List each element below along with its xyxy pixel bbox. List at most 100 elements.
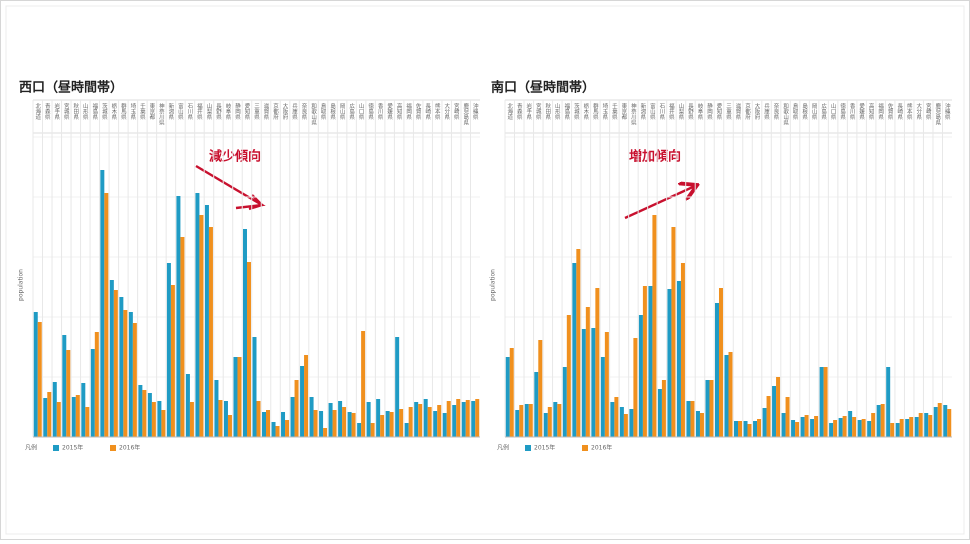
bar: [142, 390, 147, 437]
bar: [581, 329, 586, 437]
x-tick-label: 福島県: [563, 102, 570, 121]
bar: [728, 352, 733, 437]
x-tick-label: 新潟県: [167, 102, 174, 121]
bar: [734, 421, 739, 437]
x-tick-label: 奈良県: [773, 102, 780, 121]
bar: [437, 405, 442, 437]
bar: [399, 409, 404, 437]
bar: [71, 397, 76, 437]
bar: [738, 421, 743, 437]
bar: [328, 403, 333, 437]
chart-title: 南口（昼時間帯）: [491, 80, 595, 96]
bar: [227, 415, 232, 437]
bar: [252, 337, 257, 437]
x-tick-label: 熊本県: [906, 102, 913, 121]
bar: [553, 402, 558, 437]
bar: [471, 401, 476, 437]
x-tick-label: 長崎県: [896, 103, 903, 121]
bar: [781, 413, 786, 437]
x-tick-label: 岐阜県: [224, 102, 231, 121]
x-tick-label: 徳島県: [367, 102, 374, 121]
bar: [772, 386, 777, 437]
bar: [90, 349, 95, 437]
bar: [600, 357, 605, 437]
bar: [671, 227, 676, 437]
bar: [256, 401, 261, 437]
x-tick-label: 京都府: [272, 102, 279, 121]
bar: [880, 404, 885, 437]
x-tick-label: 高知県: [868, 102, 875, 121]
x-tick-label: 岐阜県: [696, 102, 703, 121]
bar: [43, 398, 48, 437]
x-tick-label: 鹿児島県: [934, 102, 941, 127]
bar: [281, 412, 286, 437]
x-tick-label: 新潟県: [639, 102, 646, 121]
x-tick-label: 埼玉県: [601, 102, 608, 121]
bar: [214, 380, 219, 437]
x-tick-label: 山口県: [358, 102, 365, 121]
bar: [94, 332, 99, 437]
bar: [461, 402, 466, 437]
bar: [838, 418, 843, 437]
bar: [366, 402, 371, 437]
bar: [871, 413, 876, 437]
bar: [819, 367, 824, 437]
bar: [667, 289, 672, 437]
bar: [208, 227, 213, 437]
bar: [833, 420, 838, 437]
x-tick-label: 大阪府: [282, 102, 289, 121]
bar: [753, 421, 758, 437]
bar: [928, 415, 933, 437]
bar: [138, 385, 143, 437]
legend-title: 凡例: [497, 444, 509, 452]
legend-swatch: [110, 445, 116, 451]
x-tick-label: 岡山県: [339, 103, 346, 121]
bar: [433, 411, 438, 437]
bar: [361, 331, 366, 437]
bar: [347, 412, 352, 437]
bar: [100, 170, 105, 437]
x-tick-label: 長野県: [687, 103, 694, 121]
x-tick-label: 茨城県: [573, 102, 580, 121]
bar: [566, 315, 571, 437]
annotation: 増加傾向: [629, 149, 681, 165]
bar: [638, 315, 643, 437]
bar: [718, 288, 723, 437]
x-tick-label: 鳥取県: [320, 102, 327, 121]
bar: [724, 355, 729, 437]
bar: [528, 404, 533, 437]
x-tick-label: 北海道: [34, 102, 41, 121]
bar: [947, 409, 952, 437]
x-tick-label: 石川県: [658, 103, 665, 121]
x-tick-label: 島根県: [801, 102, 808, 121]
bar: [319, 411, 324, 437]
bar: [166, 263, 171, 437]
legend-label: 2016年: [119, 444, 140, 452]
bar: [918, 413, 923, 437]
legend-swatch: [525, 445, 531, 451]
bar: [132, 323, 137, 437]
bar: [456, 399, 461, 437]
bar: [924, 413, 929, 437]
bar: [75, 395, 80, 437]
x-tick-label: 茨城県: [101, 102, 108, 121]
bar: [151, 402, 156, 437]
bar: [648, 286, 653, 437]
x-tick-label: 愛媛県: [858, 102, 865, 121]
bar: [408, 407, 413, 437]
x-tick-label: 高知県: [396, 102, 403, 121]
bar: [680, 263, 685, 437]
bar: [338, 401, 343, 437]
x-tick-label: 鳥取県: [792, 102, 799, 121]
bar: [271, 422, 276, 437]
bar: [242, 229, 247, 437]
bar: [895, 423, 900, 437]
x-tick-label: 宮崎県: [925, 102, 932, 121]
x-tick-label: 広島県: [820, 102, 827, 121]
x-tick-label: 青森県: [44, 102, 51, 121]
bar: [714, 303, 719, 437]
bar: [385, 411, 390, 437]
bar: [642, 286, 647, 437]
bar: [743, 421, 748, 437]
